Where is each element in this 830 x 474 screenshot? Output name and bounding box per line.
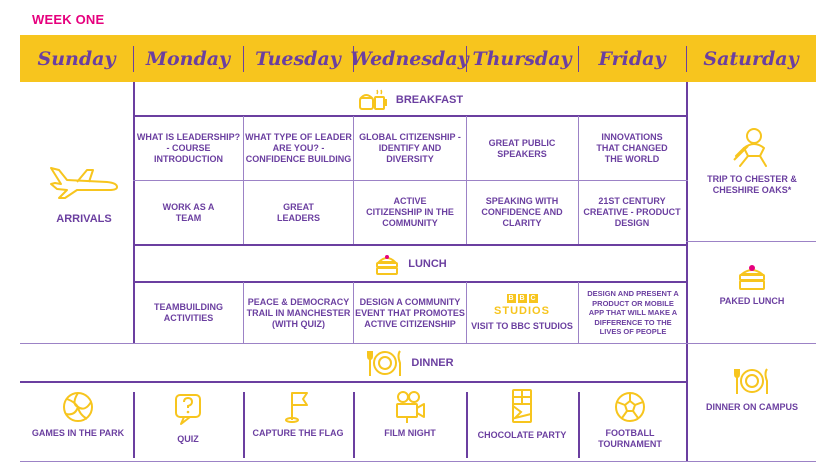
grid-line (20, 461, 816, 462)
bbc-letter: B (517, 294, 527, 303)
saturday-trip: TRIP TO CHESTER & CHESHIRE OAKS* (696, 126, 808, 196)
header-divider (353, 46, 354, 72)
trip-label: TRIP TO CHESTER & CHESHIRE OAKS* (707, 174, 797, 195)
chocolate-icon (511, 389, 532, 423)
video-camera-icon (396, 391, 425, 423)
day-tuesday: Tuesday (255, 47, 341, 70)
grid-line (133, 392, 135, 458)
friday-session-1: INNOVATIONS THAT CHANGED THE WORLD (596, 132, 668, 164)
saturday-dinner: DINNER ON CAMPUS (700, 366, 804, 413)
grid-line (20, 381, 688, 383)
grid-line (466, 392, 468, 458)
grid-line (353, 392, 355, 458)
lunch-band: LUNCH (135, 248, 686, 280)
day-friday: Friday (598, 47, 666, 70)
grid-line (353, 116, 354, 244)
tuesday-afternoon: PEACE & DEMOCRACY TRAIL IN MANCHESTER (W… (246, 296, 351, 329)
flag-icon (285, 392, 308, 423)
games-label: GAMES IN THE PARK (31, 428, 125, 438)
grid-line (243, 282, 244, 343)
monday-evening: QUIZ (140, 392, 236, 445)
wednesday-session-2: ACTIVE CITIZENSHIP IN THE COMMUNITY (366, 196, 454, 228)
breakfast-icon (358, 89, 387, 110)
capture-flag-label: CAPTURE THE FLAG (252, 428, 344, 438)
grid-line (578, 116, 579, 244)
studios-wordmark: STUDIOS (494, 305, 550, 317)
grid-line (133, 82, 135, 344)
grid-line (466, 282, 467, 343)
header-divider (243, 46, 244, 72)
grid-line (578, 392, 580, 458)
football-icon (615, 392, 645, 422)
lunch-label: LUNCH (408, 258, 447, 270)
sunday-arrivals: ARRIVALS (46, 162, 122, 225)
sunday-evening: GAMES IN THE PARK (30, 390, 126, 439)
tuesday-evening: CAPTURE THE FLAG (250, 390, 346, 439)
header-divider (133, 46, 134, 72)
friday-session-2: 21ST CENTURY CREATIVE - PRODUCT DESIGN (583, 196, 681, 228)
wednesday-evening: FILM NIGHT (362, 390, 458, 439)
arrivals-label: ARRIVALS (56, 213, 112, 225)
grid-line (133, 244, 688, 246)
bbc-logo: B B C (506, 294, 538, 303)
day-wednesday: Wednesday (350, 47, 469, 70)
grid-line (686, 82, 688, 344)
bbc-letter: C (528, 294, 538, 303)
grid-line (20, 343, 816, 344)
packed-lunch-label: PAKED LUNCH (719, 296, 785, 306)
saturday-lunch: PAKED LUNCH (700, 262, 804, 307)
volleyball-icon (63, 392, 93, 422)
quiz-label: QUIZ (177, 434, 199, 444)
grid-line (133, 115, 688, 117)
airplane-icon (50, 167, 118, 199)
monday-afternoon: TEAMBUILDING ACTIVITIES (154, 302, 223, 323)
dinner-on-campus-label: DINNER ON CAMPUS (705, 402, 798, 412)
day-monday: Monday (145, 47, 231, 70)
week-title: WEEK ONE (32, 12, 105, 27)
grid-line (686, 344, 688, 461)
thursday-session-2: SPEAKING WITH CONFIDENCE AND CLARITY (481, 196, 563, 228)
grid-line (353, 282, 354, 343)
grid-line (466, 116, 467, 244)
days-header-bar (20, 35, 816, 82)
lunch-icon (376, 255, 399, 275)
monday-session-1: WHAT IS LEADERSHIP? - COURSE INTRODUCTIO… (136, 132, 241, 164)
film-night-label: FILM NIGHT (384, 428, 436, 438)
thursday-evening: CHOCOLATE PARTY (474, 388, 570, 441)
chocolate-party-label: CHOCOLATE PARTY (477, 430, 567, 440)
bbc-letter: B (506, 294, 516, 303)
day-sunday: Sunday (37, 47, 116, 70)
friday-afternoon: DESIGN AND PRESENT A PRODUCT OR MOBILE A… (587, 289, 679, 337)
tuesday-session-1: WHAT TYPE OF LEADER ARE YOU? - CONFIDENC… (245, 132, 352, 164)
thursday-afternoon-label: VISIT TO BBC STUDIOS (471, 321, 573, 331)
header-divider (578, 46, 579, 72)
day-saturday: Saturday (703, 47, 799, 70)
grid-line (133, 180, 688, 181)
friday-evening: FOOTBALL TOURNAMENT (580, 390, 680, 450)
grid-line (686, 241, 816, 242)
header-divider (466, 46, 467, 72)
packed-lunch-icon (739, 265, 765, 290)
grid-line (578, 282, 579, 343)
breakfast-band: BREAKFAST (135, 86, 686, 114)
person-icon (733, 128, 767, 167)
dinner-band: DINNER (135, 345, 686, 381)
breakfast-label: BREAKFAST (395, 94, 464, 106)
grid-line (243, 392, 245, 458)
grid-line (243, 116, 244, 244)
question-bubble-icon (175, 394, 201, 425)
plate-cutlery-icon (367, 350, 402, 376)
header-divider (686, 46, 687, 72)
dinner-label: DINNER (411, 357, 454, 369)
plate-cutlery-icon (734, 368, 768, 394)
thursday-afternoon: B B C STUDIOS VISIT TO BBC STUDIOS (467, 284, 577, 342)
thursday-session-1: GREAT PUBLIC SPEAKERS (488, 137, 556, 159)
monday-session-2: WORK AS A TEAM (162, 201, 215, 223)
wednesday-session-1: GLOBAL CITIZENSHIP - IDENTIFY AND DIVERS… (359, 132, 461, 164)
day-thursday: Thursday (472, 47, 572, 70)
tuesday-session-2: GREAT LEADERS (276, 201, 320, 223)
grid-line (133, 281, 688, 283)
football-tournament-label: FOOTBALL TOURNAMENT (598, 428, 662, 449)
wednesday-afternoon: DESIGN A COMMUNITY EVENT THAT PROMOTES A… (355, 296, 465, 329)
